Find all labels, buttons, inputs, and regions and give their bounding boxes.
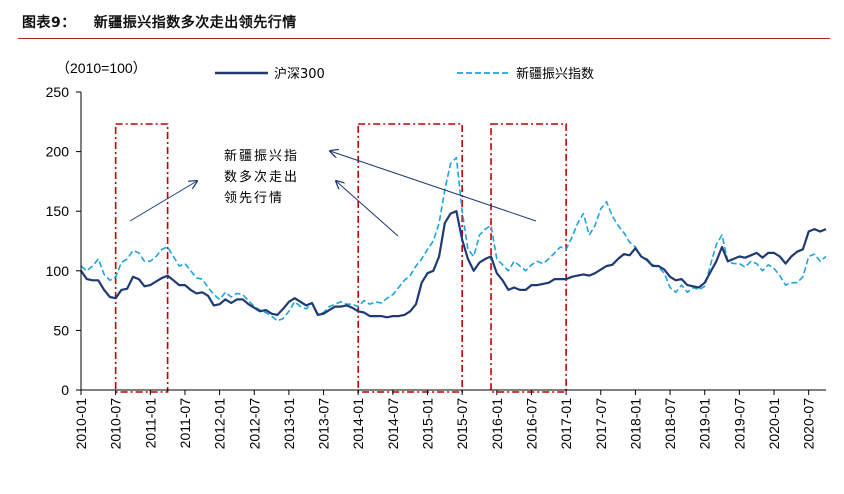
annotation-line-1: 新疆振兴指: [224, 148, 299, 164]
x-tick-label: 2019-01: [697, 398, 713, 450]
x-tick-label: 2010-07: [108, 398, 124, 450]
highlight-box-1: [114, 123, 169, 393]
y-tick-label: 200: [46, 144, 70, 160]
figure-title-text: 新疆振兴指数多次走出领先行情: [93, 15, 297, 31]
annotation-line-2: 数多次走出: [224, 169, 299, 185]
y-unit-label: （2010=100）: [56, 60, 147, 76]
x-tick-label: 2015-01: [420, 398, 436, 450]
x-tick-label: 2011-01: [142, 398, 158, 449]
figure-number: 图表9：: [22, 15, 76, 31]
x-tick-label: 2010-01: [73, 398, 89, 450]
y-tick-label: 250: [46, 84, 70, 100]
x-tick-label: 2018-01: [627, 398, 643, 450]
y-tick-label: 0: [61, 382, 69, 398]
annotation-line-3: 领先行情: [224, 191, 284, 206]
x-tick-label: 2012-01: [212, 398, 228, 450]
annotation-arrow-3: [330, 151, 537, 222]
x-tick-label: 2016-01: [489, 398, 505, 450]
x-tick-label: 2017-07: [593, 398, 609, 450]
x-tick-label: 2012-07: [246, 398, 262, 450]
x-tick-label: 2018-07: [662, 398, 678, 450]
legend-label-xinjiang: 新疆振兴指数: [516, 66, 594, 82]
x-tick-label: 2014-07: [385, 398, 401, 450]
highlight-box-3: [490, 123, 567, 393]
y-tick-label: 100: [46, 263, 70, 279]
y-tick-label: 150: [46, 203, 70, 219]
annotation-arrow-2: [336, 181, 399, 237]
y-tick-label: 50: [53, 322, 69, 338]
x-tick-label: 2013-07: [316, 398, 332, 450]
series-line-xinjiang: [80, 156, 827, 322]
x-tick-label: 2014-01: [350, 398, 366, 450]
x-tick-label: 2020-01: [766, 398, 782, 450]
x-tick-label: 2016-07: [523, 398, 539, 450]
legend: 沪深300 新疆振兴指数: [215, 66, 594, 82]
x-tick-label: 2019-07: [731, 398, 747, 450]
x-tick-label: 2011-07: [177, 398, 193, 449]
x-tick-label: 2013-01: [281, 398, 297, 450]
annotation-arrow-1: [129, 181, 197, 222]
title-divider: [18, 38, 830, 39]
annotation: 新疆振兴指 数多次走出 领先行情: [129, 148, 537, 237]
x-tick-label: 2017-01: [558, 398, 574, 450]
figure-title: 图表9： 新疆振兴指数多次走出领先行情: [22, 12, 297, 32]
highlight-box-2: [357, 123, 463, 393]
series-line-hs300: [80, 210, 827, 319]
legend-label-hs300: 沪深300: [274, 66, 325, 82]
x-tick-label: 2020-07: [801, 398, 817, 450]
x-tick-label: 2015-07: [454, 398, 470, 450]
